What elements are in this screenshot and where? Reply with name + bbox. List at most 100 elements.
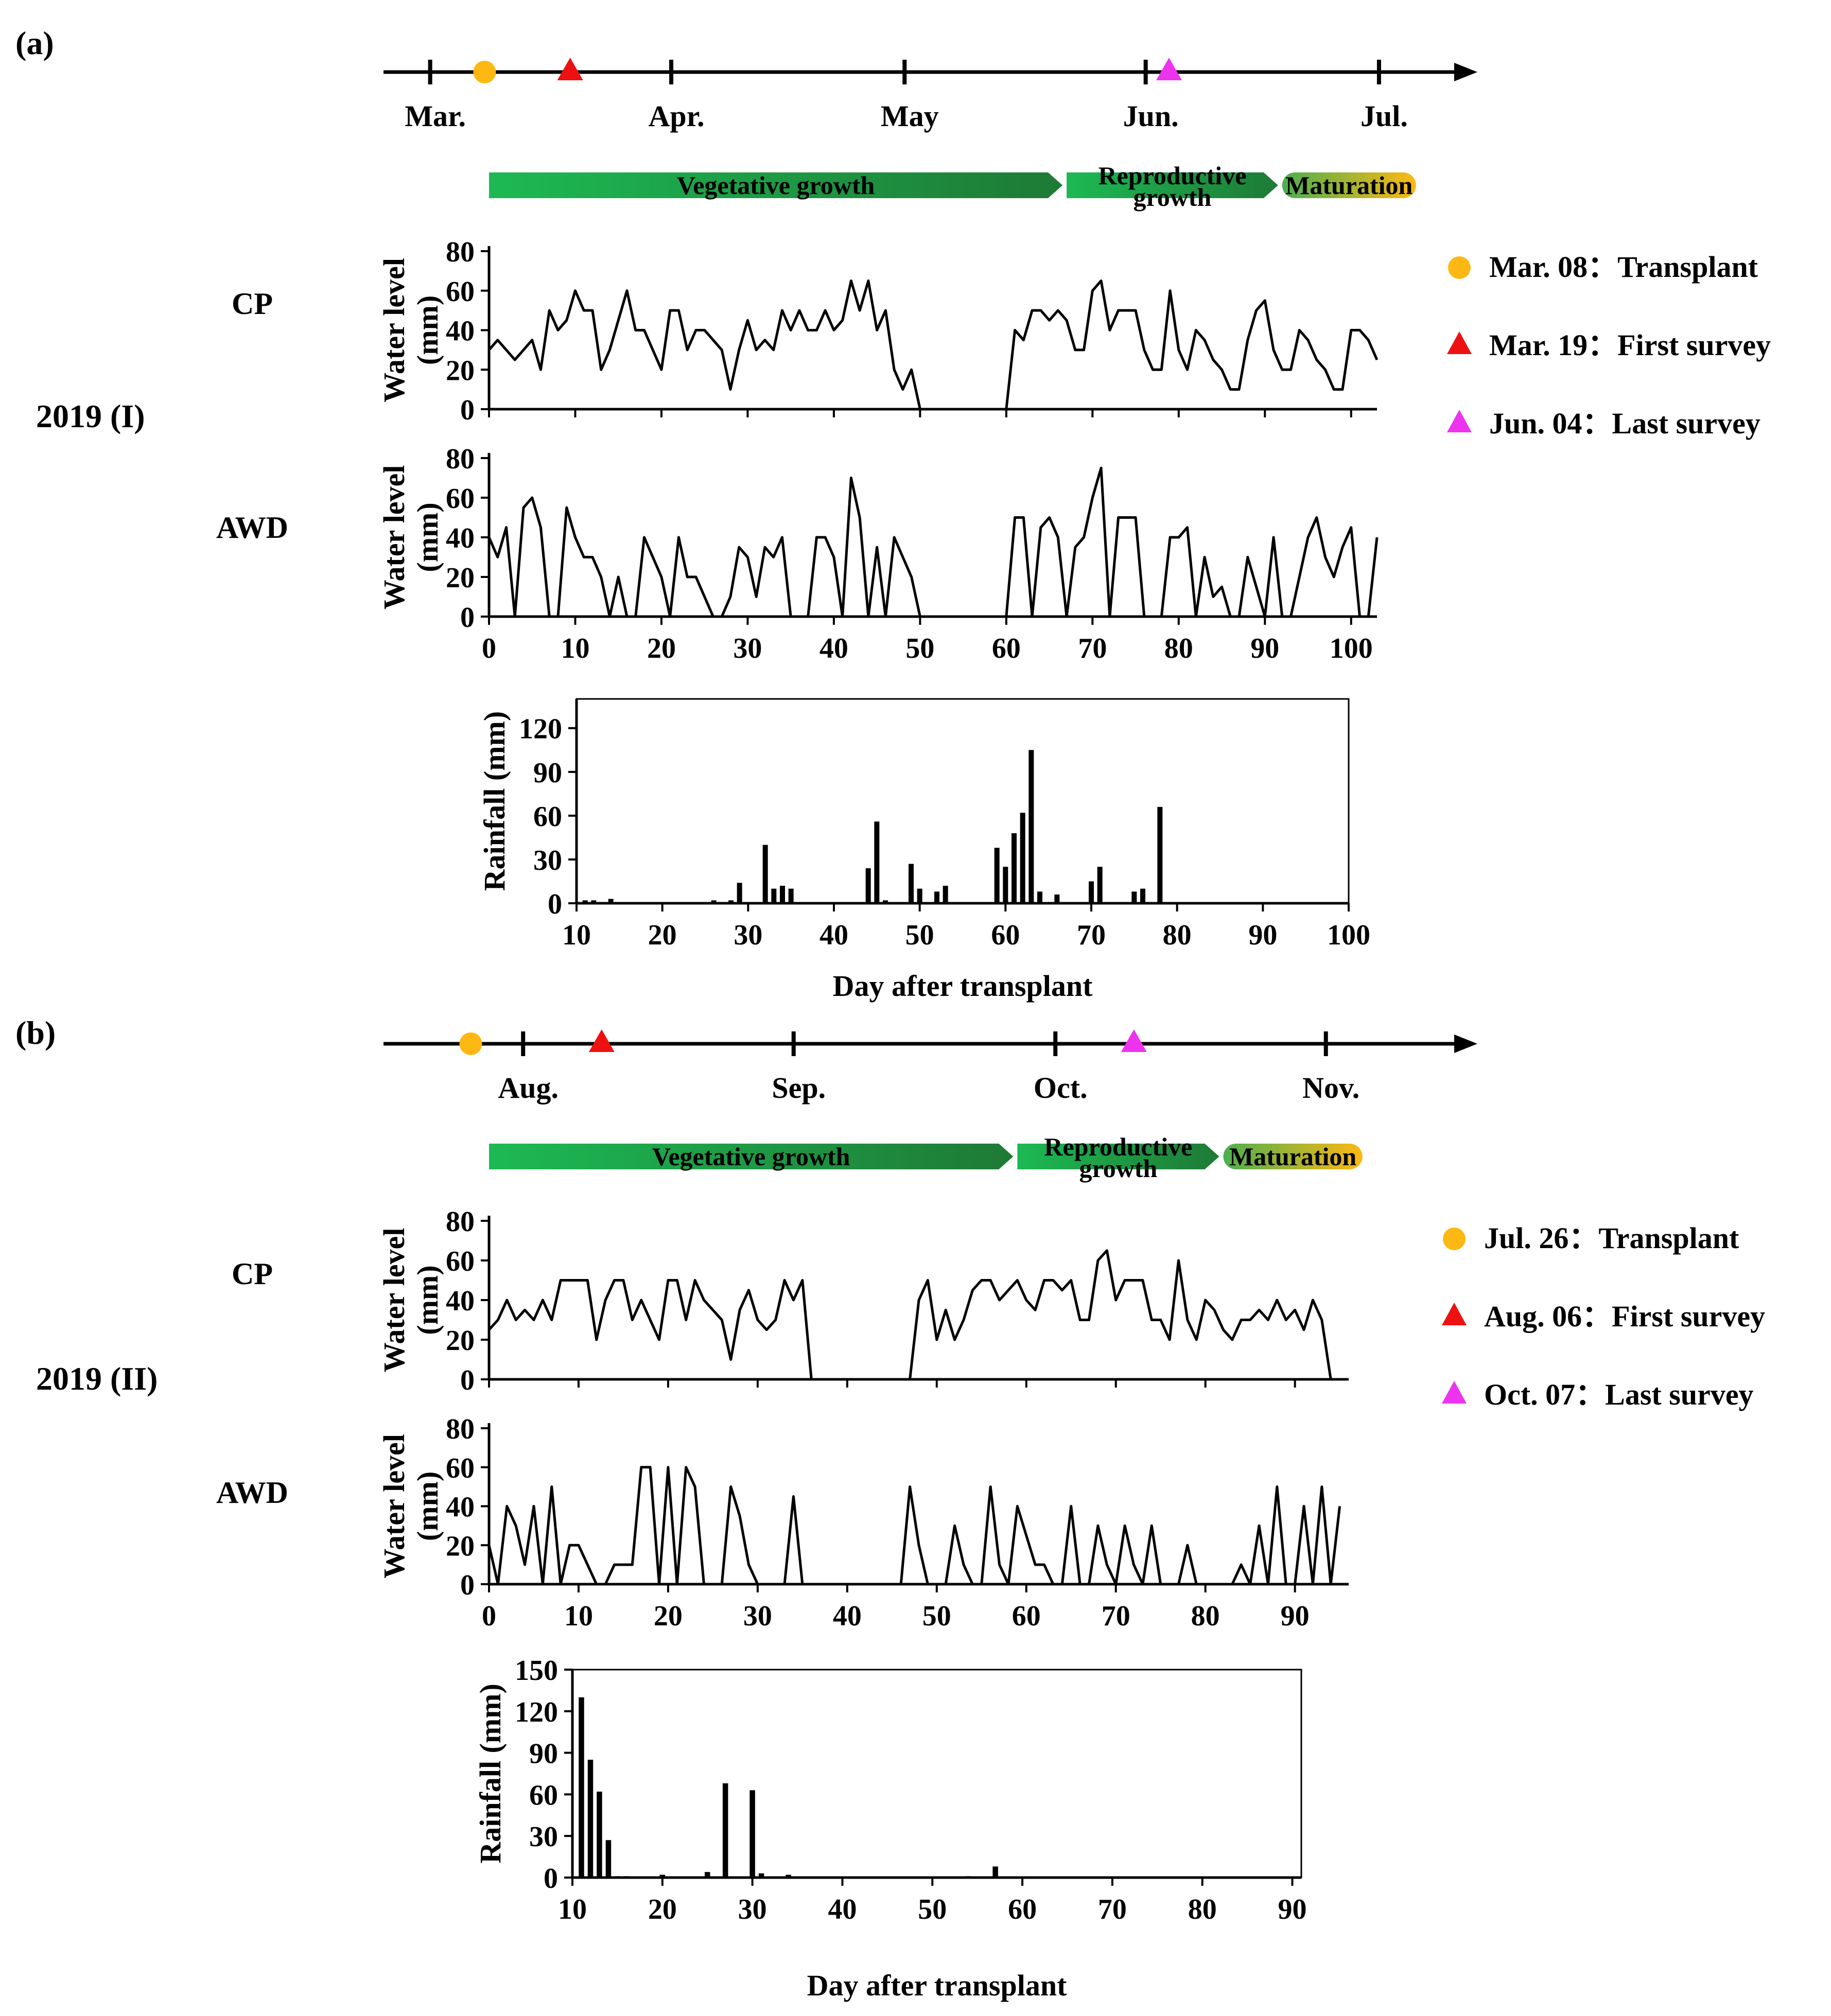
cp-chart-y-tick-label: 0: [460, 1364, 475, 1396]
rainfall-bar: [722, 1783, 728, 1878]
rainfall-bar: [623, 1876, 630, 1878]
awd-chart-x-tick-label: 100: [1330, 633, 1373, 664]
panel-label: (a): [15, 25, 54, 61]
rainfall-y-tick-label: 90: [533, 757, 562, 789]
awd-chart-ylabel-line1: Water level: [377, 465, 411, 610]
rainfall-y-tick-label: 120: [519, 713, 562, 745]
awd-chart-x-tick-label: 70: [1102, 1600, 1130, 1632]
rainfall-y-tick-label: 30: [529, 1821, 558, 1853]
cp-chart-ylabel-line1: Water level: [377, 258, 411, 402]
rainfall-bar: [909, 864, 914, 903]
awd-chart-x-tick-label: 70: [1078, 633, 1107, 664]
awd-chart-y-tick-label: 60: [446, 1452, 475, 1484]
cp-chart-y-tick-label: 40: [446, 1285, 475, 1317]
timeline-month-label: Aug.: [498, 1071, 559, 1105]
rainfall-bar: [1037, 891, 1042, 903]
awd-chart-x-tick-label: 30: [743, 1600, 772, 1632]
legend-entry-text: Mar. 19：First survey: [1489, 328, 1771, 362]
rainfall-bar: [597, 1792, 602, 1878]
rainfall-bar: [615, 1876, 620, 1878]
rainfall-bar: [737, 883, 742, 903]
legend-transplant-symbol: [1443, 1228, 1466, 1250]
awd-chart-x-tick-label: 50: [922, 1600, 951, 1632]
awd-chart-x-tick-label: 10: [561, 633, 589, 664]
rainfall-y-tick-label: 30: [533, 845, 562, 876]
rainfall-bar: [758, 1873, 764, 1878]
season-label: 2019 (I): [36, 398, 145, 434]
rainfall-bar: [587, 1760, 594, 1878]
timeline-month-label: Nov.: [1302, 1071, 1359, 1105]
awd-chart-x-tick-label: 40: [819, 633, 848, 664]
stage-arrow: [489, 172, 1063, 198]
rainfall-ylabel: Rainfall (mm): [474, 1684, 507, 1864]
timeline-month-label: Mar.: [405, 99, 466, 133]
stage-arrow: [489, 1144, 1014, 1169]
awd-chart-x-tick-label: 20: [654, 1600, 683, 1632]
awd-chart-x-tick-label: 60: [992, 633, 1021, 664]
rainfall-bar: [1054, 894, 1060, 903]
legend-entry-text: Oct. 07：Last survey: [1484, 1378, 1754, 1411]
timeline-month-label: Apr.: [648, 99, 704, 133]
awd-chart-y-tick-label: 80: [446, 1413, 475, 1445]
awd-chart-series-line: [487, 466, 1379, 618]
awd-chart-y-tick-label: 20: [446, 562, 475, 594]
rainfall-bar: [704, 1872, 710, 1878]
rainfall-x-tick-label: 30: [734, 919, 762, 951]
rainfall-bar: [1012, 833, 1017, 903]
awd-chart-ylabel-line2: (mm): [411, 1471, 444, 1541]
stage-maturation-bar: [1282, 172, 1416, 198]
rainfall-bar: [943, 885, 948, 903]
rainfall-bar: [865, 868, 871, 903]
rainfall-bar: [992, 1866, 998, 1878]
last-survey-marker: [1156, 58, 1182, 80]
cp-chart-y-tick-label: 60: [446, 276, 475, 308]
rainfall-y-tick-label: 0: [548, 888, 562, 920]
legend-first-survey-symbol: [1442, 1303, 1467, 1325]
stage-label: Maturation: [1229, 1142, 1356, 1171]
stage-label: Vegetative growth: [652, 1142, 850, 1171]
stage-label: Maturation: [1285, 171, 1413, 200]
awd-chart-y-tick-label: 40: [446, 1492, 475, 1523]
rainfall-x-tick-label: 10: [562, 919, 591, 951]
rainfall-x-tick-label: 80: [1188, 1894, 1217, 1925]
rainfall-bar: [749, 1790, 755, 1878]
rainfall-bar: [883, 900, 888, 903]
rainfall-x-tick-label: 40: [828, 1894, 857, 1925]
panel-label: (b): [15, 1014, 56, 1051]
cp-chart-y-tick-label: 40: [446, 315, 475, 347]
rainfall-y-tick-label: 60: [533, 801, 562, 833]
rainfall-x-tick-label: 60: [1008, 1894, 1037, 1925]
rainfall-bar: [874, 821, 880, 903]
rainfall-bar: [917, 888, 922, 903]
awd-chart-x-tick-label: 20: [647, 633, 676, 664]
stage-label-line2: growth: [1079, 1154, 1157, 1183]
awd-chart-x-tick-label: 40: [833, 1600, 862, 1632]
treatment-label-cp: CP: [232, 1257, 273, 1291]
awd-chart-x-tick-label: 0: [482, 633, 496, 664]
first-survey-marker: [557, 58, 583, 80]
awd-chart-x-tick-label: 30: [733, 633, 762, 664]
legend-entry-text: Aug. 06：First survey: [1484, 1300, 1765, 1333]
cp-chart-ylabel-line2: (mm): [411, 295, 444, 365]
awd-chart-x-tick-label: 50: [905, 633, 934, 664]
rainfall-bar: [591, 900, 597, 903]
rainfall-x-tick-label: 20: [648, 1894, 677, 1925]
legend-entry-text: Jun. 04：Last survey: [1489, 407, 1760, 440]
rainfall-bar: [605, 1840, 612, 1878]
rainfall-x-tick-label: 90: [1278, 1894, 1307, 1925]
awd-chart-y-tick-label: 60: [446, 483, 475, 515]
stage-label-line1: Reproductive: [1044, 1132, 1192, 1161]
cp-chart-ylabel-line1: Water level: [377, 1228, 411, 1373]
rainfall-plot-frame: [571, 1669, 1302, 1879]
cp-chart-y-tick-label: 60: [446, 1246, 475, 1277]
cp-chart-y-tick-label: 20: [446, 355, 475, 387]
cp-chart-series-line: [488, 1249, 1349, 1381]
cp-chart-y-tick-label: 0: [460, 394, 475, 426]
stage-arrow: [1067, 172, 1278, 198]
season-label: 2019 (II): [36, 1360, 158, 1397]
rainfall-x-tick-label: 50: [905, 919, 934, 951]
rainfall-bar: [728, 900, 734, 903]
stage-arrow: [1017, 1144, 1219, 1169]
transplant-marker: [459, 1032, 482, 1055]
rainfall-x-tick-label: 80: [1163, 919, 1192, 951]
